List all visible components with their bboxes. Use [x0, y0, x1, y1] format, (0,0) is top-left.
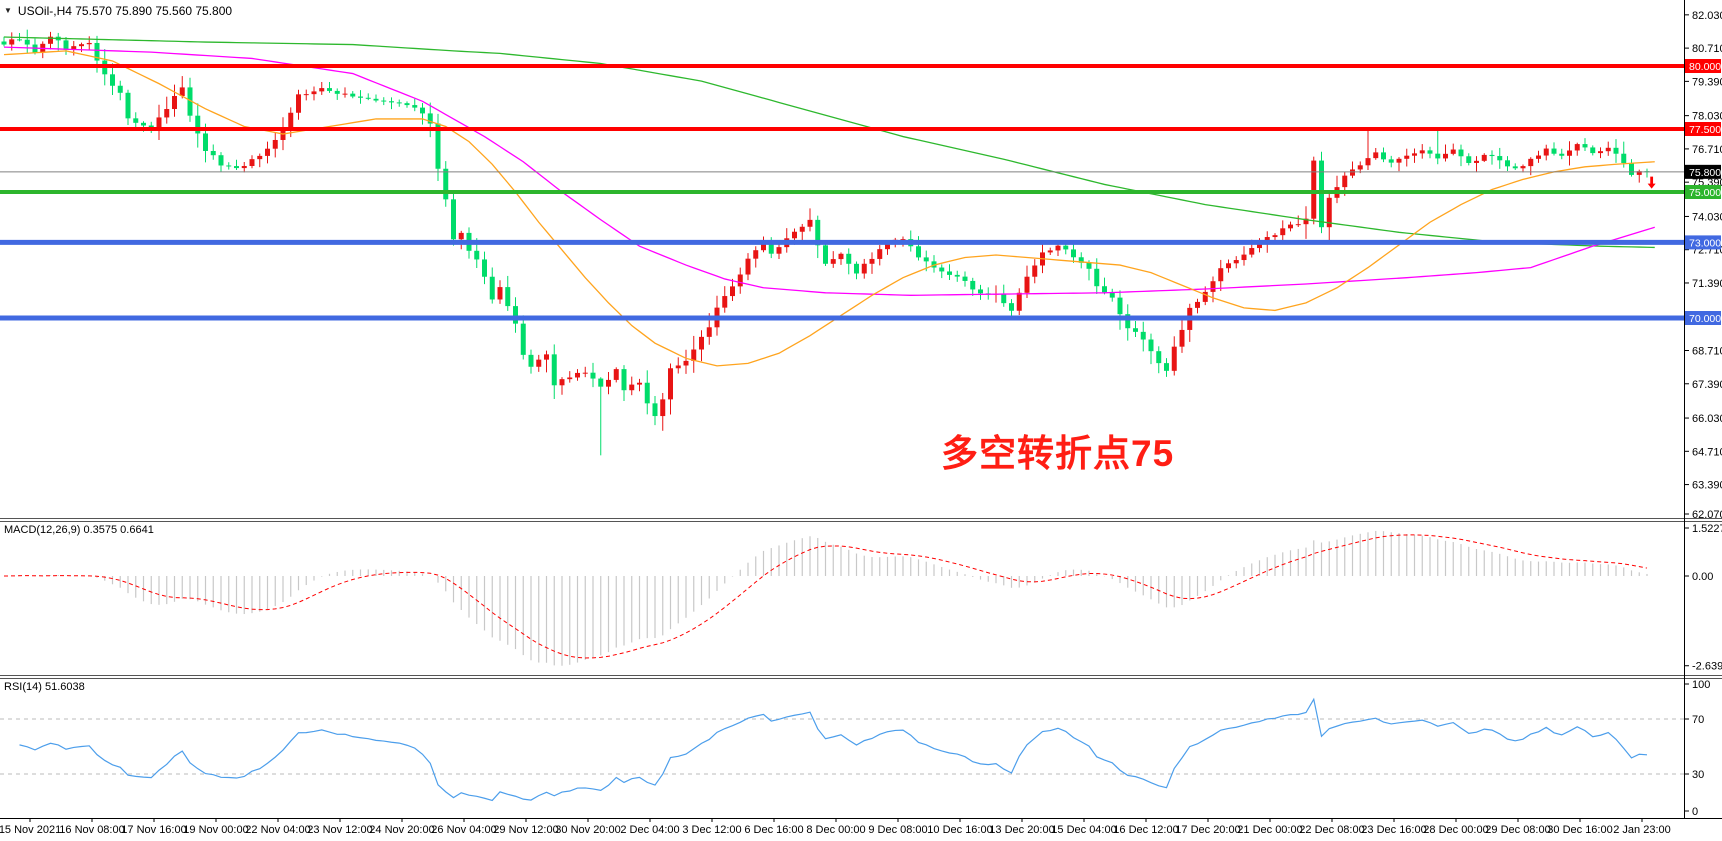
svg-text:66.030: 66.030: [1692, 413, 1722, 425]
svg-text:77.500: 77.500: [1689, 124, 1721, 136]
panel-frame: [0, 0, 1722, 819]
chart-annotation[interactable]: 多空转折点75: [941, 433, 1175, 474]
svg-text:30 Dec 16:00: 30 Dec 16:00: [1547, 824, 1612, 836]
macd-indicator-label: MACD(12,26,9) 0.3575 0.6641: [4, 524, 154, 536]
svg-text:78.030: 78.030: [1692, 111, 1722, 123]
rsi-line: [19, 697, 1648, 802]
svg-text:70.000: 70.000: [1689, 313, 1721, 325]
svg-text:0: 0: [1692, 806, 1698, 818]
svg-text:75.000: 75.000: [1689, 187, 1721, 199]
chart-header: ▼ USOil-,H4 75.570 75.890 75.560 75.800: [4, 4, 232, 18]
mid-ma-line: [3, 46, 1655, 296]
moving-average-lines: [3, 36, 1655, 367]
svg-text:80.710: 80.710: [1692, 43, 1722, 55]
svg-text:3 Dec 12:00: 3 Dec 12:00: [682, 824, 741, 836]
rsi-indicator-label: RSI(14) 51.6038: [4, 681, 85, 693]
svg-text:63.390: 63.390: [1692, 480, 1722, 492]
svg-text:2 Jan 23:00: 2 Jan 23:00: [1613, 824, 1671, 836]
fast-ma-line: [3, 50, 1655, 367]
svg-text:82.030: 82.030: [1692, 10, 1722, 22]
svg-text:71.390: 71.390: [1692, 278, 1722, 290]
svg-text:6 Dec 16:00: 6 Dec 16:00: [744, 824, 803, 836]
svg-text:100: 100: [1692, 679, 1710, 691]
svg-text:9 Dec 08:00: 9 Dec 08:00: [868, 824, 927, 836]
svg-text:10 Dec 16:00: 10 Dec 16:00: [927, 824, 992, 836]
svg-text:0.00: 0.00: [1692, 571, 1713, 583]
svg-text:17 Dec 20:00: 17 Dec 20:00: [1175, 824, 1240, 836]
svg-text:-2.6392: -2.6392: [1692, 661, 1722, 673]
svg-text:26 Nov 04:00: 26 Nov 04:00: [431, 824, 496, 836]
svg-text:19 Nov 00:00: 19 Nov 00:00: [183, 824, 248, 836]
svg-text:23 Nov 12:00: 23 Nov 12:00: [307, 824, 372, 836]
svg-text:23 Dec 16:00: 23 Dec 16:00: [1361, 824, 1426, 836]
svg-text:16 Dec 12:00: 16 Dec 12:00: [1113, 824, 1178, 836]
svg-text:67.390: 67.390: [1692, 379, 1722, 391]
svg-text:30 Nov 20:00: 30 Nov 20:00: [555, 824, 620, 836]
svg-text:79.390: 79.390: [1692, 76, 1722, 88]
svg-text:29 Dec 08:00: 29 Dec 08:00: [1485, 824, 1550, 836]
svg-text:22 Dec 08:00: 22 Dec 08:00: [1299, 824, 1364, 836]
svg-text:28 Dec 00:00: 28 Dec 00:00: [1423, 824, 1488, 836]
symbol-dropdown-icon[interactable]: ▼: [4, 6, 12, 15]
svg-text:21 Dec 00:00: 21 Dec 00:00: [1237, 824, 1302, 836]
svg-text:2 Dec 04:00: 2 Dec 04:00: [620, 824, 679, 836]
horizontal-level-lines[interactable]: [0, 64, 1684, 321]
svg-text:8 Dec 00:00: 8 Dec 00:00: [806, 824, 865, 836]
svg-text:17 Nov 16:00: 17 Nov 16:00: [121, 824, 186, 836]
svg-text:16 Nov 08:00: 16 Nov 08:00: [59, 824, 124, 836]
svg-text:70: 70: [1692, 714, 1704, 726]
sell-arrow-marker[interactable]: [1647, 176, 1656, 189]
svg-text:80.000: 80.000: [1689, 61, 1721, 73]
svg-text:30: 30: [1692, 769, 1704, 781]
svg-text:29 Nov 12:00: 29 Nov 12:00: [493, 824, 558, 836]
svg-text:62.070: 62.070: [1692, 509, 1722, 521]
rsi-panel: [0, 697, 1684, 802]
chart-title: USOil-,H4 75.570 75.890 75.560 75.800: [17, 4, 233, 18]
macd-panel: [3, 530, 1648, 666]
svg-text:68.710: 68.710: [1692, 346, 1722, 358]
svg-text:74.030: 74.030: [1692, 211, 1722, 223]
svg-text:24 Nov 20:00: 24 Nov 20:00: [369, 824, 434, 836]
svg-text:76.710: 76.710: [1692, 144, 1722, 156]
svg-text:73.000: 73.000: [1689, 237, 1721, 249]
svg-text:22 Nov 04:00: 22 Nov 04:00: [245, 824, 310, 836]
svg-text:64.710: 64.710: [1692, 446, 1722, 458]
svg-text:13 Dec 20:00: 13 Dec 20:00: [989, 824, 1054, 836]
svg-text:15 Nov 2021: 15 Nov 2021: [0, 824, 61, 836]
slow-ma-line: [3, 36, 1655, 249]
svg-text:15 Dec 04:00: 15 Dec 04:00: [1051, 824, 1116, 836]
svg-text:1.5227: 1.5227: [1692, 523, 1722, 535]
price-axis[interactable]: 82.03080.71079.39078.03076.71075.39074.0…: [1684, 10, 1722, 818]
svg-text:75.800: 75.800: [1689, 167, 1721, 179]
